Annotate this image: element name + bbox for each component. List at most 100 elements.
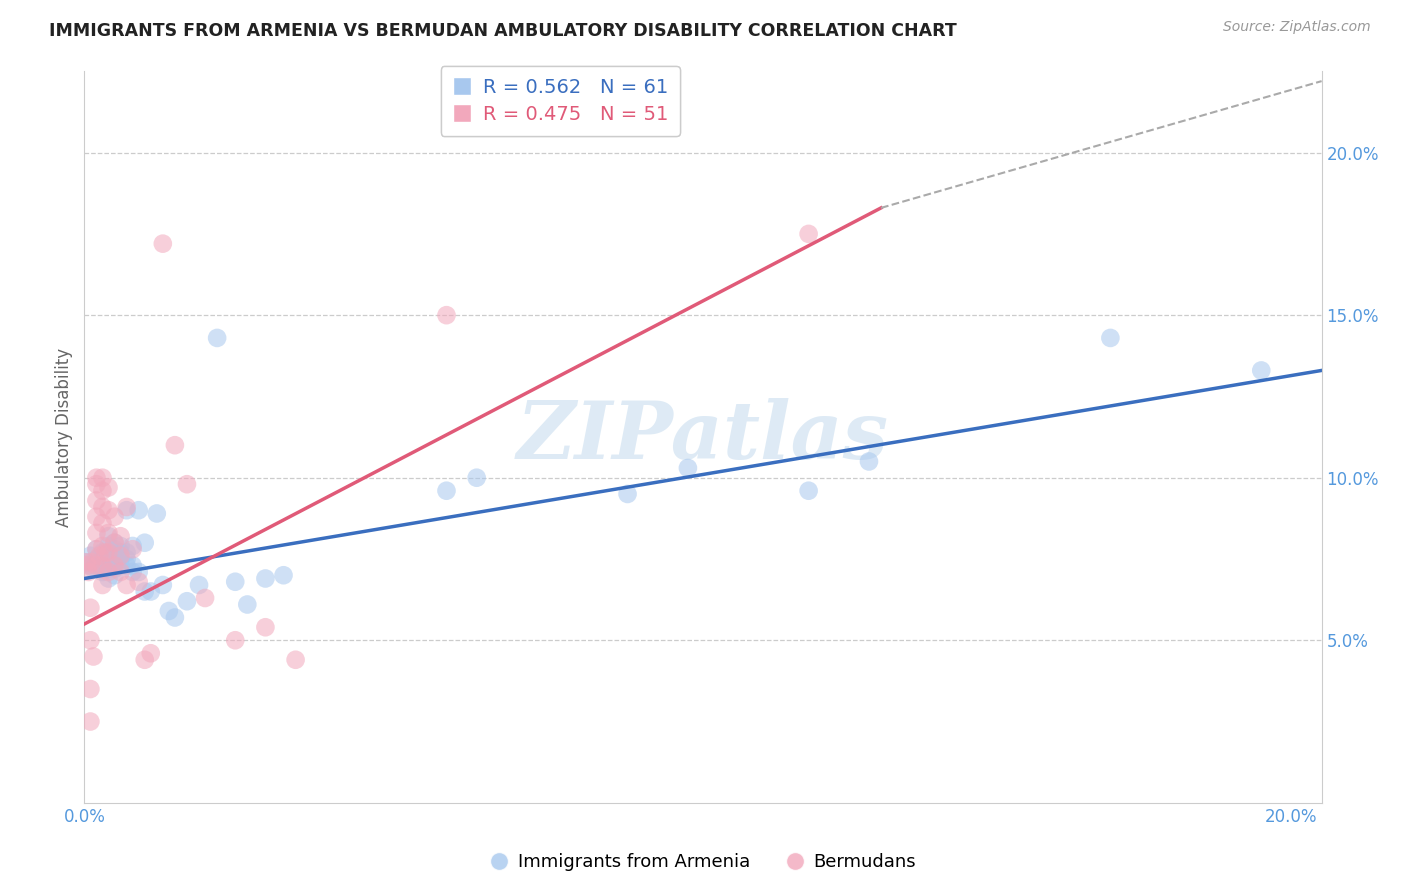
- Point: [97, 555, 120, 569]
- Point: [176, 594, 198, 608]
- Legend: R = 0.562   N = 61, R = 0.475   N = 51: R = 0.562 N = 61, R = 0.475 N = 51: [440, 66, 681, 136]
- Point: [110, 552, 132, 566]
- Point: [224, 574, 246, 589]
- Point: [121, 539, 143, 553]
- Point: [139, 584, 162, 599]
- Point: [76, 555, 98, 569]
- Point: [91, 483, 114, 498]
- Point: [205, 331, 228, 345]
- Point: [103, 555, 125, 569]
- Point: [110, 529, 132, 543]
- Point: [121, 542, 143, 557]
- Point: [103, 558, 125, 573]
- Point: [121, 558, 143, 573]
- Point: [616, 487, 638, 501]
- Point: [115, 552, 138, 566]
- Point: [103, 549, 125, 563]
- Point: [89, 549, 111, 563]
- Point: [79, 681, 101, 696]
- Point: [128, 574, 150, 589]
- Text: ZIPatlas: ZIPatlas: [517, 399, 889, 475]
- Point: [110, 545, 132, 559]
- Point: [134, 535, 156, 549]
- Point: [82, 562, 104, 576]
- Point: [91, 578, 114, 592]
- Point: [75, 555, 97, 569]
- Point: [94, 545, 117, 559]
- Point: [91, 471, 114, 485]
- Point: [188, 578, 211, 592]
- Point: [97, 526, 120, 541]
- Point: [97, 503, 120, 517]
- Point: [97, 565, 120, 579]
- Point: [273, 568, 295, 582]
- Point: [224, 633, 246, 648]
- Legend: Immigrants from Armenia, Bermudans: Immigrants from Armenia, Bermudans: [484, 847, 922, 879]
- Point: [110, 549, 132, 563]
- Point: [436, 483, 458, 498]
- Point: [121, 565, 143, 579]
- Point: [86, 558, 108, 573]
- Point: [128, 503, 150, 517]
- Point: [115, 500, 138, 514]
- Point: [97, 545, 120, 559]
- Point: [86, 509, 108, 524]
- Point: [77, 565, 100, 579]
- Point: [91, 545, 114, 559]
- Point: [194, 591, 217, 605]
- Point: [436, 308, 458, 322]
- Point: [86, 477, 108, 491]
- Point: [103, 509, 125, 524]
- Point: [134, 653, 156, 667]
- Point: [82, 649, 104, 664]
- Point: [134, 584, 156, 599]
- Point: [94, 562, 117, 576]
- Point: [91, 558, 114, 573]
- Point: [284, 653, 307, 667]
- Point: [91, 558, 114, 573]
- Y-axis label: Ambulatory Disability: Ambulatory Disability: [55, 348, 73, 526]
- Point: [86, 542, 108, 557]
- Point: [858, 454, 880, 468]
- Point: [110, 558, 132, 573]
- Point: [91, 565, 114, 579]
- Point: [91, 516, 114, 531]
- Point: [254, 620, 277, 634]
- Point: [79, 600, 101, 615]
- Point: [465, 471, 488, 485]
- Point: [1250, 363, 1272, 377]
- Point: [797, 227, 820, 241]
- Point: [115, 578, 138, 592]
- Point: [128, 565, 150, 579]
- Point: [79, 549, 101, 563]
- Point: [103, 535, 125, 549]
- Point: [103, 542, 125, 557]
- Point: [115, 545, 138, 559]
- Point: [86, 526, 108, 541]
- Point: [79, 714, 101, 729]
- Point: [79, 633, 101, 648]
- Point: [115, 503, 138, 517]
- Point: [139, 646, 162, 660]
- Point: [97, 480, 120, 494]
- Point: [146, 507, 169, 521]
- Point: [676, 461, 699, 475]
- Point: [110, 565, 132, 579]
- Point: [89, 555, 111, 569]
- Point: [91, 539, 114, 553]
- Point: [152, 236, 174, 251]
- Point: [163, 438, 186, 452]
- Point: [152, 578, 174, 592]
- Point: [97, 529, 120, 543]
- Point: [91, 500, 114, 514]
- Point: [91, 555, 114, 569]
- Point: [254, 572, 277, 586]
- Point: [91, 552, 114, 566]
- Point: [103, 562, 125, 576]
- Point: [80, 555, 103, 569]
- Point: [103, 568, 125, 582]
- Point: [1099, 331, 1122, 345]
- Point: [236, 598, 259, 612]
- Point: [97, 545, 120, 559]
- Point: [79, 558, 101, 573]
